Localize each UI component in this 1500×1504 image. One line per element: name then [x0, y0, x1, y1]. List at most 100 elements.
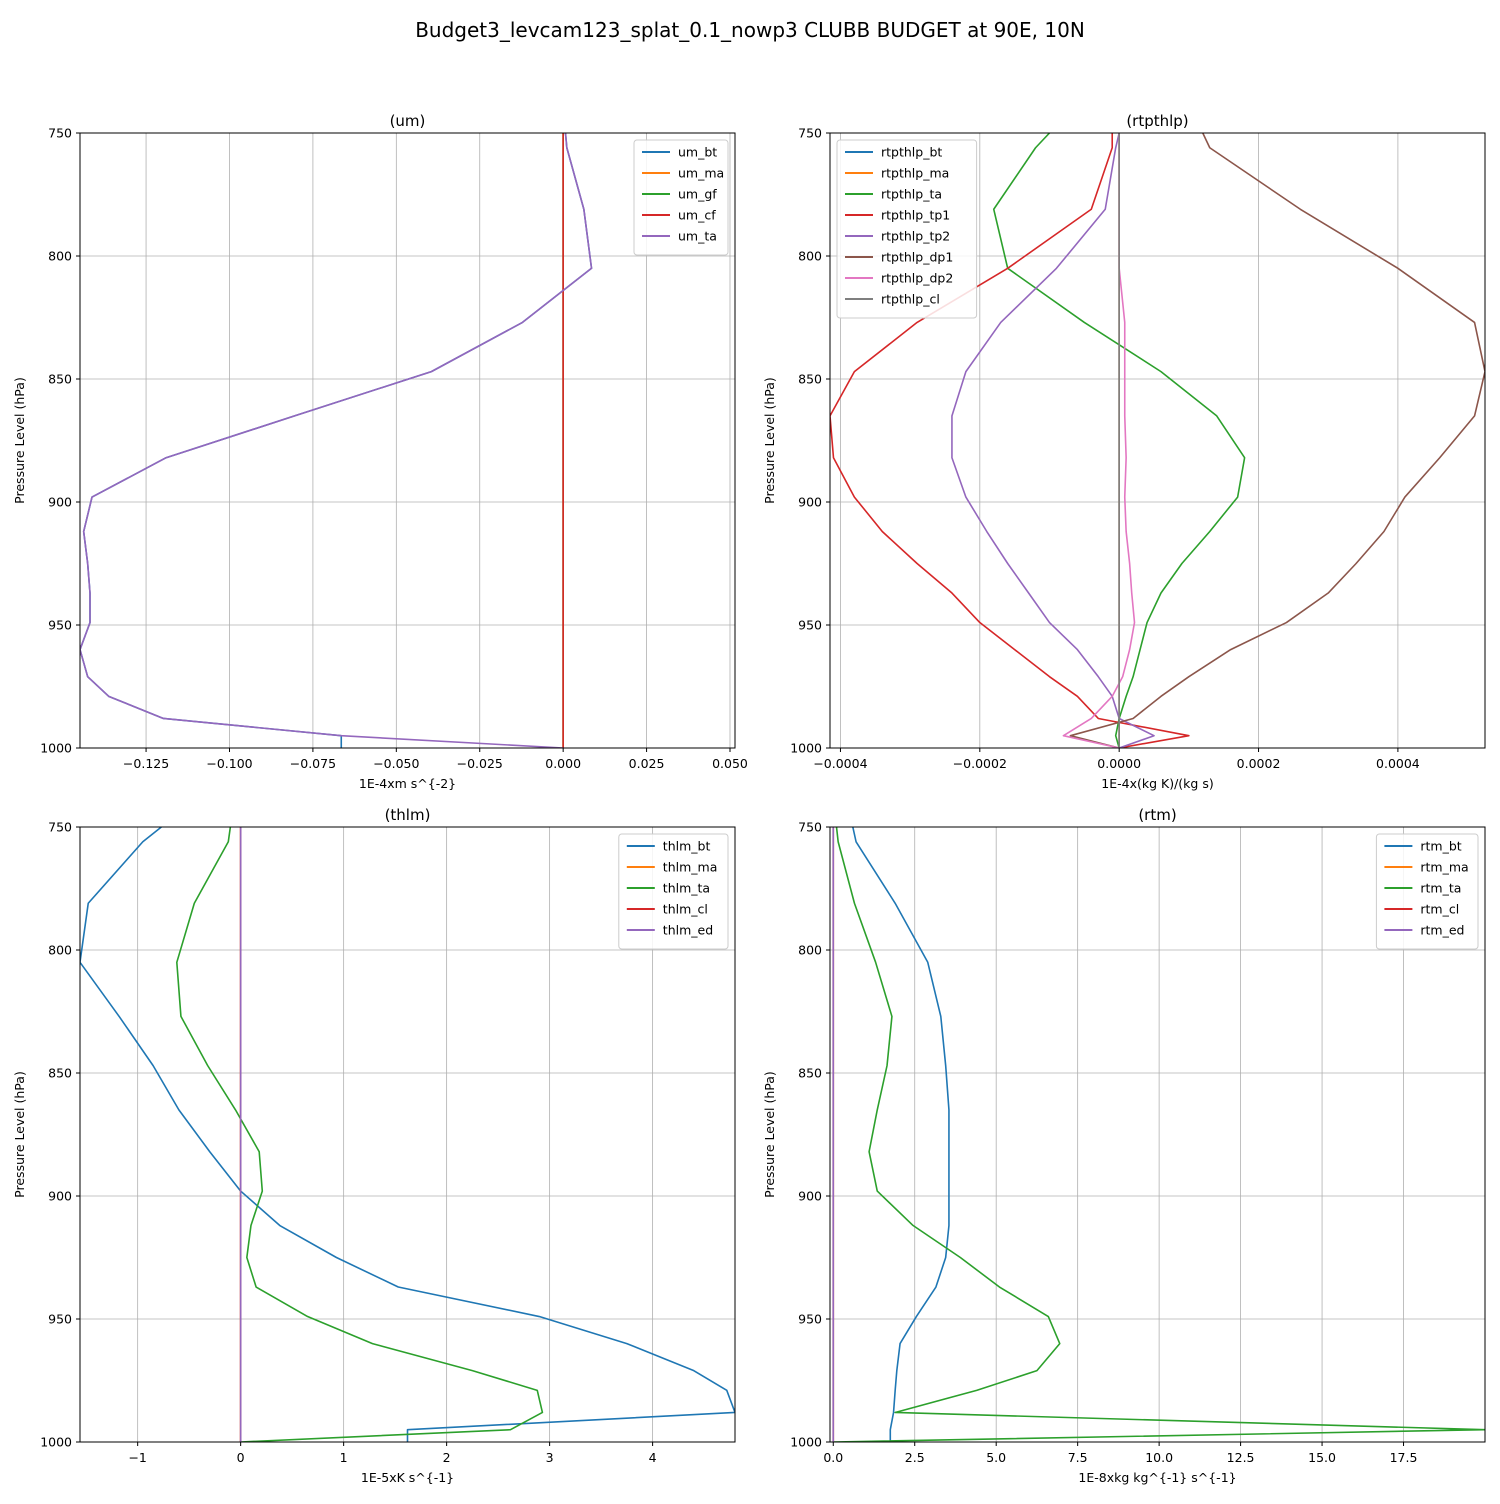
thlm-legend: thlm_bt thlm_ma thlm_ta thlm_cl thlm_ed [618, 833, 729, 950]
rtm-ytick-label: 1000 [790, 1435, 822, 1450]
legend-label-rtm_cl: rtm_cl [1420, 902, 1459, 917]
series-thlm_bt [80, 827, 735, 1442]
thlm-xtick-label: 4 [649, 1450, 657, 1465]
um-ytick-label: 950 [48, 618, 72, 633]
thlm-ytick-label: 1000 [40, 1435, 72, 1450]
rtm-xtick-label: 12.5 [1227, 1450, 1255, 1465]
um-xtick-label: −0.125 [123, 756, 169, 771]
rtpthlp-xtick-label: −0.0002 [953, 756, 1007, 771]
series-rtpthlp_tp1 [830, 133, 1190, 748]
rtpthlp-legend: rtpthlp_bt rtpthlp_ma rtpthlp_ta rtpthlp_tp… [836, 139, 978, 319]
legend-label-rtm_bt: rtm_bt [1420, 839, 1461, 854]
thlm-ytick-label: 850 [48, 1066, 72, 1081]
rtm-xtick-label: 7.5 [1068, 1450, 1088, 1465]
rtpthlp-xtick-label: 0.0002 [1237, 756, 1281, 771]
legend-label-rtpthlp_cl: rtpthlp_cl [881, 292, 940, 307]
legend-label-rtm_ma: rtm_ma [1420, 860, 1468, 875]
rtm-ytick-label: 900 [798, 1189, 822, 1204]
rtpthlp-xtick-label: 0.0004 [1376, 756, 1420, 771]
legend-label-um_gf: um_gf [678, 187, 717, 202]
rtpthlp-xtick-label: 0.0000 [1097, 756, 1141, 771]
um-xtick-label: −0.075 [290, 756, 336, 771]
subplot-rtpthlp: −0.0004 −0.0002 0.0000 0.0002 0.0004 750 800 85… [762, 112, 1486, 791]
rtm-ytick-label: 800 [798, 943, 822, 958]
rtm-xtick-label: 15.0 [1308, 1450, 1336, 1465]
rtm-ytick-label: 950 [798, 1312, 822, 1327]
um-axes-frame [79, 132, 736, 749]
legend-label-rtpthlp_bt: rtpthlp_bt [881, 145, 942, 160]
legend-label-thlm_ma: thlm_ma [663, 860, 718, 875]
rtm-xtick-label: 5.0 [986, 1450, 1006, 1465]
legend-label-rtpthlp_dp2: rtpthlp_dp2 [881, 271, 953, 286]
um-ytick-label: 1000 [40, 741, 72, 756]
rtm-xtick-label: 17.5 [1390, 1450, 1418, 1465]
um-yaxis-label: Pressure Level (hPa) [12, 377, 27, 504]
legend-label-rtm_ed: rtm_ed [1420, 923, 1464, 938]
um-panel-title: (um) [390, 112, 426, 130]
legend-label-um_bt: um_bt [678, 145, 717, 160]
um-xtick-label: 0.000 [545, 756, 581, 771]
rtpthlp-xaxis-label: 1E-4x(kg K)/(kg s) [1101, 776, 1213, 791]
subplot-thlm: −1 0 1 2 3 4 750 800 850 900 950 1000 (thlm) 1E-5xK s… [12, 806, 736, 1485]
thlm-legend-box [618, 833, 729, 950]
series-rtm_bt [852, 827, 950, 1442]
thlm-xtick-label: 0 [237, 1450, 245, 1465]
rtpthlp-axes-frame [829, 132, 1486, 749]
legend-label-rtpthlp_tp2: rtpthlp_tp2 [881, 229, 950, 244]
rtpthlp-ytick-label: 900 [798, 495, 822, 510]
legend-label-thlm_ta: thlm_ta [663, 881, 710, 896]
thlm-xtick-label: 3 [546, 1450, 554, 1465]
thlm-xtick-label: 1 [340, 1450, 348, 1465]
rtm-legend-box [1375, 833, 1479, 950]
legend-label-thlm_ed: thlm_ed [663, 923, 713, 938]
figure-title: Budget3_levcam123_splat_0.1_nowp3 CLUBB … [415, 18, 1085, 42]
um-xtick-label: 0.025 [629, 756, 665, 771]
legend-label-rtpthlp_tp1: rtpthlp_tp1 [881, 208, 950, 223]
rtpthlp-ytick-label: 950 [798, 618, 822, 633]
um-xtick-label: −0.100 [206, 756, 252, 771]
rtm-ytick-label: 750 [798, 820, 822, 835]
um-ytick-label: 850 [48, 372, 72, 387]
um-xtick-label: 0.050 [712, 756, 748, 771]
subplot-rtm: 0.0 2.5 5.0 7.5 10.0 12.5 15.0 17.5 750 800 850 900… [762, 806, 1486, 1485]
series-um_ta [80, 133, 593, 748]
legend-label-um_ta: um_ta [678, 229, 717, 244]
rtm-ytick-label: 850 [798, 1066, 822, 1081]
um-legend-box [633, 139, 729, 256]
rtm-axes-frame [829, 826, 1486, 1443]
thlm-axes-frame [79, 826, 736, 1443]
um-xtick-label: −0.050 [373, 756, 419, 771]
um-ytick-label: 750 [48, 126, 72, 141]
rtm-xtick-label: 0.0 [823, 1450, 843, 1465]
rtpthlp-legend-box [836, 139, 978, 319]
legend-label-um_cf: um_cf [678, 208, 716, 223]
rtpthlp-ytick-label: 800 [798, 249, 822, 264]
series-rtpthlp_dp1 [1069, 133, 1485, 748]
legend-label-thlm_cl: thlm_cl [663, 902, 708, 917]
series-thlm_ta [176, 827, 544, 1442]
um-xtick-label: −0.025 [457, 756, 503, 771]
thlm-xtick-label: −1 [128, 1450, 146, 1465]
um-xaxis-label: 1E-4xm s^{-2} [359, 776, 456, 791]
thlm-ytick-label: 950 [48, 1312, 72, 1327]
legend-label-rtpthlp_ma: rtpthlp_ma [881, 166, 949, 181]
rtm-legend: rtm_bt rtm_ma rtm_ta rtm_cl rtm_ed [1375, 833, 1479, 950]
legend-label-rtpthlp_ta: rtpthlp_ta [881, 187, 942, 202]
legend-label-rtpthlp_dp1: rtpthlp_dp1 [881, 250, 953, 265]
thlm-panel-title: (thlm) [385, 806, 431, 824]
rtpthlp-xtick-label: −0.0004 [813, 756, 867, 771]
thlm-yaxis-label: Pressure Level (hPa) [12, 1071, 27, 1198]
thlm-ytick-label: 800 [48, 943, 72, 958]
thlm-ytick-label: 750 [48, 820, 72, 835]
rtm-xaxis-label: 1E-8xkg kg^{-1} s^{-1} [1078, 1470, 1236, 1485]
subplot-um: −0.125 −0.100 −0.075 −0.050 −0.025 0.000 0.025… [12, 112, 748, 791]
rtpthlp-ytick-label: 850 [798, 372, 822, 387]
rtpthlp-panel-title: (rtpthlp) [1126, 112, 1188, 130]
um-ytick-label: 800 [48, 249, 72, 264]
series-rtm_ta [833, 827, 1485, 1442]
legend-label-rtm_ta: rtm_ta [1420, 881, 1461, 896]
rtpthlp-ytick-label: 750 [798, 126, 822, 141]
rtm-xtick-label: 2.5 [905, 1450, 925, 1465]
thlm-ytick-label: 900 [48, 1189, 72, 1204]
